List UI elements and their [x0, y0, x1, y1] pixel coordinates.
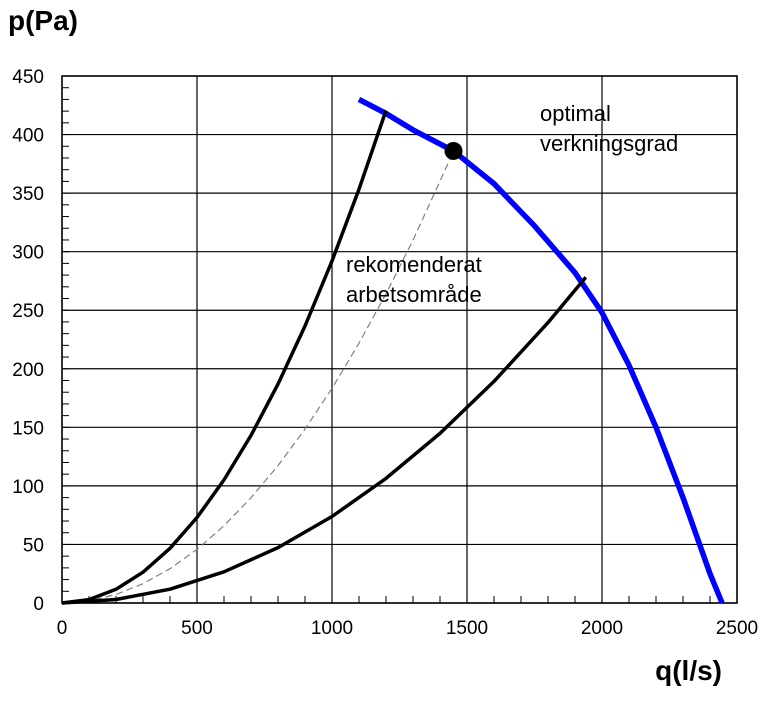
- y-tick-label: 400: [12, 126, 44, 147]
- series-system-curve-lower: [61, 276, 588, 605]
- x-tick-labels: 0 500 1000 1500 2000 2500: [57, 618, 758, 639]
- y-tick-label: 300: [12, 243, 44, 264]
- optimal-efficiency-point: [444, 141, 463, 160]
- y-tick-label: 50: [23, 535, 44, 556]
- y-tick-label: 100: [12, 477, 44, 498]
- x-tick-label: 0: [57, 618, 68, 639]
- x-tick-label: 500: [181, 618, 213, 639]
- series-layer: [61, 96, 725, 605]
- x-tick-label: 1000: [311, 618, 353, 639]
- annotation-optimal-line1: optimal: [540, 101, 611, 126]
- y-axis-title: p(Pa): [8, 5, 78, 36]
- x-axis-title: q(l/s): [655, 655, 722, 686]
- minor-ticks: [61, 75, 738, 604]
- x-tick-label: 1500: [446, 618, 488, 639]
- y-tick-label: 350: [12, 184, 44, 205]
- series-system-curve-upper: [61, 109, 388, 605]
- plot-frame: [61, 75, 738, 604]
- annotation-recommended-line1: rekomenderat: [346, 252, 482, 277]
- y-tick-labels: 0 50 100 150 200 250 300 350 400 450: [12, 67, 44, 615]
- y-tick-label: 0: [33, 594, 44, 615]
- y-tick-label: 200: [12, 360, 44, 381]
- annotation-optimal-line2: verkningsgrad: [540, 131, 678, 156]
- annotation-recommended-line2: arbetsområde: [346, 282, 482, 307]
- x-tick-label: 2000: [581, 618, 623, 639]
- series-fan-curve: [357, 96, 725, 605]
- y-tick-label: 150: [12, 418, 44, 439]
- series-system-curve-optimal: [61, 151, 455, 604]
- y-tick-label: 250: [12, 301, 44, 322]
- y-tick-label: 450: [12, 67, 44, 88]
- x-tick-label: 2500: [716, 618, 758, 639]
